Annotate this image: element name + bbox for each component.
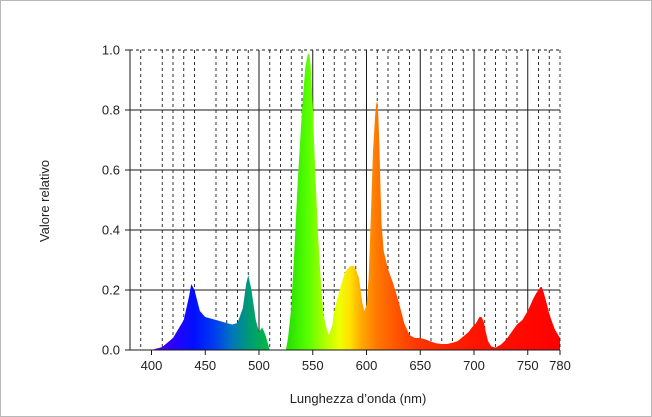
y-tick-label-0: 0.0 xyxy=(102,343,120,358)
spectrum-area xyxy=(151,53,560,350)
x-tick-label-650: 650 xyxy=(409,358,431,373)
x-tick-label-780: 780 xyxy=(549,358,571,373)
x-tick-label-500: 500 xyxy=(248,358,270,373)
x-tick-label-550: 550 xyxy=(302,358,324,373)
y-tick-label-0.8: 0.8 xyxy=(102,103,120,118)
y-axis-label: Valore relativo xyxy=(37,160,52,242)
x-tick-label-700: 700 xyxy=(463,358,485,373)
x-tick-label-450: 450 xyxy=(194,358,216,373)
x-axis-label: Lunghezza d’onda (nm) xyxy=(290,391,427,406)
y-tick-labels: 0.0 0.2 0.4 0.6 0.8 1.0 xyxy=(102,43,130,358)
x-tick-label-750: 750 xyxy=(517,358,539,373)
y-tick-label-1: 1.0 xyxy=(102,43,120,58)
major-gridlines xyxy=(130,50,560,350)
x-tick-label-400: 400 xyxy=(141,358,163,373)
y-tick-label-0.2: 0.2 xyxy=(102,283,120,298)
x-tick-label-600: 600 xyxy=(356,358,378,373)
plot-border xyxy=(129,49,561,351)
y-tick-label-0.6: 0.6 xyxy=(102,163,120,178)
x-tick-labels: 400 450 500 550 600 650 700 750 780 xyxy=(141,350,571,373)
minor-gridlines xyxy=(140,50,550,350)
y-tick-label-0.4: 0.4 xyxy=(102,223,120,238)
spectrum-area-group xyxy=(151,53,560,350)
